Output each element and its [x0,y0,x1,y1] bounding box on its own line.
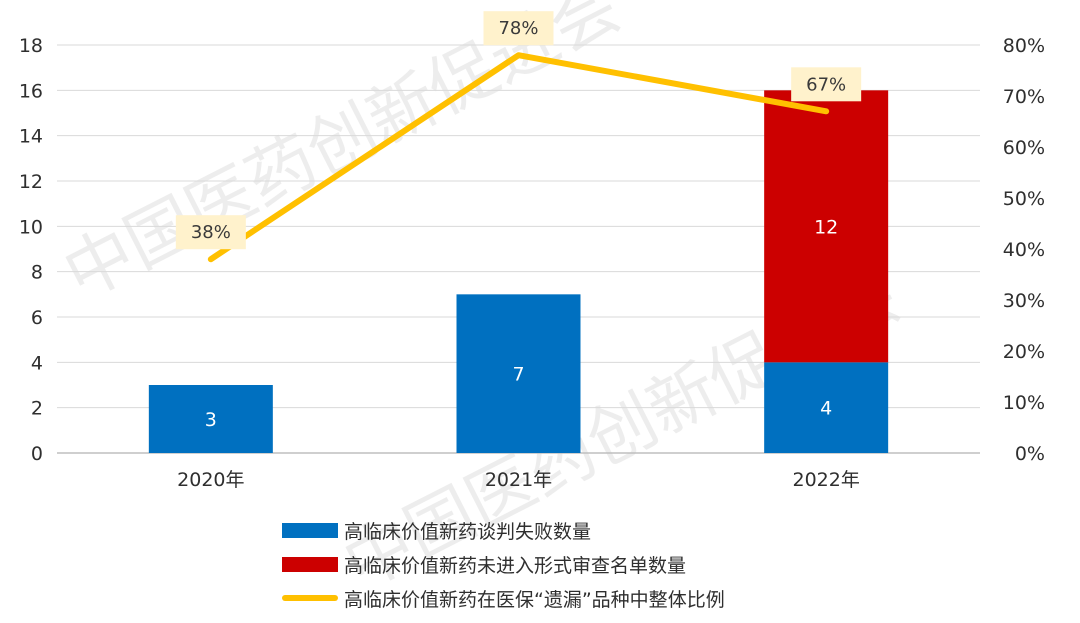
left-tick-label: 14 [19,126,43,148]
bar-segment [148,385,273,453]
left-tick-label: 10 [19,216,43,238]
left-tick-label: 6 [31,307,43,329]
pct-label-bg [175,215,246,250]
left-tick-label: 4 [31,352,43,374]
right-tick-label: 10% [1003,392,1045,414]
left-tick-label: 16 [19,80,43,102]
left-tick-label: 8 [31,262,43,284]
legend-label-ratio: 高临床价值新药在医保“遗漏”品种中整体比例 [344,588,725,611]
left-tick-label: 0 [31,443,43,465]
left-tick-label: 12 [19,171,43,193]
bars: 3 7 4 12 [148,90,889,453]
ratio-line: 38% 78% 67% [175,11,862,263]
pct-label: 67% [806,74,846,95]
left-axis: 0 2 4 6 8 10 12 14 16 18 [19,35,43,465]
bar-segment [456,294,581,453]
legend-item-ratio: 高临床价值新药在医保“遗漏”品种中整体比例 [282,581,725,615]
line-series [207,52,830,263]
right-axis: 0% 10% 20% 30% 40% 50% 60% 70% 80% [1003,35,1045,465]
right-tick-label: 60% [1003,137,1045,159]
right-tick-label: 30% [1003,290,1045,312]
legend-swatch-blue [282,522,338,538]
right-tick-label: 80% [1003,35,1045,57]
bar-segment [764,90,889,363]
pct-label-bg [483,11,554,46]
legend-item-failed: 高临床价值新药谈判失败数量 [282,513,725,547]
bar-value-label: 12 [814,216,838,238]
left-tick-label: 2 [31,398,43,420]
legend-swatch-red [282,556,338,572]
pct-label: 38% [191,222,231,243]
x-tick-label: 2022年 [792,469,859,491]
watermark-text-1: 中国医药创新促进会 [52,0,633,315]
bar-value-label: 4 [820,398,832,420]
x-tick-label: 2021年 [485,469,552,491]
right-tick-label: 0% [1015,443,1045,465]
right-tick-label: 70% [1003,86,1045,108]
bar-segment [764,362,889,453]
legend-label-not-reviewed: 高临床价值新药未进入形式审查名单数量 [344,554,687,577]
legend: 高临床价值新药谈判失败数量 高临床价值新药未进入形式审查名单数量 高临床价值新药… [282,513,725,615]
bar-value-label: 7 [512,364,524,386]
bar-value-label: 3 [205,409,217,431]
legend-item-not-reviewed: 高临床价值新药未进入形式审查名单数量 [282,547,725,581]
pct-label: 78% [498,18,538,39]
legend-label-failed: 高临床价值新药谈判失败数量 [344,520,592,543]
legend-swatch-yellow-line [282,595,338,601]
right-tick-label: 20% [1003,341,1045,363]
x-axis: 2020年 2021年 2022年 [177,469,860,491]
pct-label-bg [791,67,862,102]
right-tick-label: 40% [1003,239,1045,261]
right-tick-label: 50% [1003,188,1045,210]
x-tick-label: 2020年 [177,469,244,491]
left-tick-label: 18 [19,35,43,57]
